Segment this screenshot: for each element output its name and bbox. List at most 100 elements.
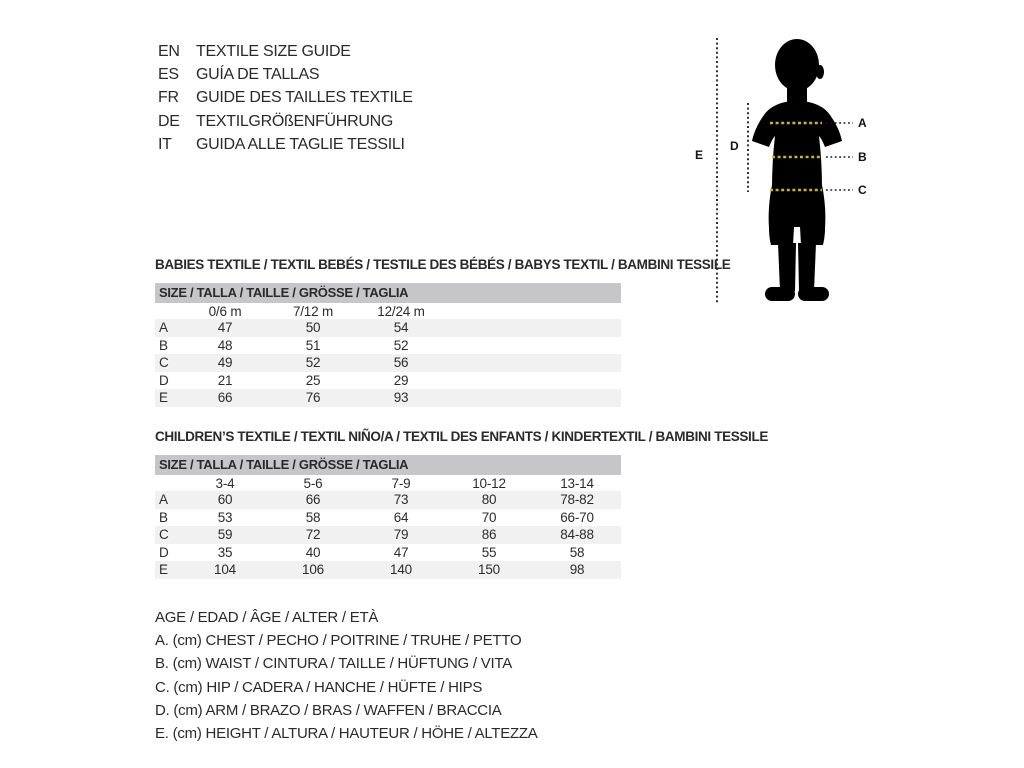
cell: 60 [217,492,233,508]
cell: 104 [214,562,236,578]
row-label: E [159,390,168,406]
row-label: D [159,372,169,388]
cell: 66 [305,492,321,508]
table-row: E 66 76 93 [155,389,621,407]
lang-title: TEXTILE SIZE GUIDE [196,43,351,60]
cell: 52 [305,355,321,371]
cell: 66-70 [560,509,594,525]
cell: 49 [217,355,233,371]
cell: 47 [393,544,409,560]
cell: 70 [481,509,497,525]
label-waist-b: B [858,150,867,164]
cell: 53 [217,509,233,525]
cell: 21 [217,372,233,388]
legend-age: AGE / EDAD / ÂGE / ALTER / ETÀ [155,609,379,626]
row-label: C [159,355,169,371]
lang-code: FR [158,89,179,107]
row-label: B [159,337,168,353]
cell: 56 [393,355,409,371]
column-header: 10-12 [472,475,506,491]
cell: 58 [305,509,321,525]
cell: 59 [217,527,233,543]
table-row: E 104 106 140 150 98 [155,561,621,579]
row-label: E [159,562,168,578]
legend-hip: C. (cm) HIP / CADERA / HANCHE / HÜFTE / … [155,678,483,696]
cell: 47 [217,320,233,336]
children-section-title: CHILDREN’S TEXTILE / TEXTIL NIÑO/A / TEX… [155,429,769,444]
cell: 29 [393,372,409,388]
lang-title: GUIDE DES TAILLES TEXTILE [196,89,413,107]
cell: 64 [393,509,409,525]
column-header: 3-4 [215,475,235,491]
cell: 140 [390,562,412,578]
child-silhouette-figure [716,38,853,303]
cell: 58 [569,544,585,560]
cell: 93 [393,390,409,406]
lang-code: DE [158,112,180,130]
cell: 80 [481,492,497,508]
cell: 66 [217,390,233,406]
lang-row-de: DE TEXTILGRÖßENFÜHRUNG [158,110,413,133]
row-label: B [159,509,168,525]
lang-title: TEXTILGRÖßENFÜHRUNG [196,112,393,130]
babies-section-title: BABIES TEXTILE / TEXTIL BEBÉS / TESTILE … [155,257,731,272]
cell: 48 [217,337,233,353]
cell: 50 [305,320,321,336]
lang-code: EN [158,43,180,60]
children-size-table: SIZE / TALLA / TAILLE / GRÖSSE / TAGLIA … [155,455,621,579]
column-header: 7/12 m [292,303,334,319]
table-row: A 60 66 73 80 78-82 [155,491,621,509]
child-silhouette [752,39,842,301]
table-row: D 35 40 47 55 58 [155,544,621,562]
cell: 78-82 [560,492,594,508]
cell: 86 [481,527,497,543]
measurement-diagram: A B C D E [680,25,910,317]
column-header: 13-14 [560,475,594,491]
table-row: D 21 25 29 [155,372,621,390]
label-chest-a: A [858,116,867,130]
children-table-header-bar: SIZE / TALLA / TAILLE / GRÖSSE / TAGLIA [155,455,621,475]
row-label: C [159,527,169,543]
table-row: A 47 50 54 [155,319,621,337]
table-row: C 59 72 79 86 84-88 [155,526,621,544]
legend-waist: B. (cm) WAIST / CINTURA / TAILLE / HÜFTU… [155,655,512,673]
row-label: A [159,320,168,336]
cell: 54 [393,320,409,336]
cell: 73 [393,492,409,508]
cell: 55 [481,544,497,560]
column-header: 7-9 [391,475,411,491]
column-header: 5-6 [303,475,323,491]
babies-size-table: SIZE / TALLA / TAILLE / GRÖSSE / TAGLIA … [155,283,621,407]
children-column-headers: 3-4 5-6 7-9 10-12 13-14 [155,475,621,491]
measurement-legend: AGE / EDAD / ÂGE / ALTER / ETÀ A. (cm) C… [155,606,538,745]
cell: 72 [305,527,321,543]
lang-row-es: ES GUÍA DE TALLAS [158,63,413,86]
legend-chest: A. (cm) CHEST / PECHO / POITRINE / TRUHE… [155,632,522,650]
row-label: A [159,492,168,508]
lang-title: GUÍA DE TALLAS [196,66,320,84]
cell: 106 [302,562,324,578]
cell: 52 [393,337,409,353]
cell: 51 [305,337,321,353]
table-row: B 48 51 52 [155,337,621,355]
cell: 76 [305,390,321,406]
legend-arm: D. (cm) ARM / BRAZO / BRAS / WAFFEN / BR… [155,701,502,719]
lang-row-it: IT GUIDA ALLE TAGLIE TESSILI [158,133,413,156]
lang-title: GUIDA ALLE TAGLIE TESSILI [196,135,405,153]
legend-height: E. (cm) HEIGHT / ALTURA / HAUTEUR / HÖHE… [155,725,538,743]
label-height-e: E [695,148,704,162]
label-arm-d: D [730,139,739,153]
lang-row-fr: FR GUIDE DES TAILLES TEXTILE [158,86,413,109]
cell: 98 [569,562,585,578]
column-header: 12/24 m [377,303,425,319]
cell: 40 [305,544,321,560]
label-hip-c: C [858,183,867,197]
row-label: D [159,544,169,560]
table-row: B 53 58 64 70 66-70 [155,509,621,527]
cell: 79 [393,527,409,543]
table-row: C 49 52 56 [155,354,621,372]
lang-code: IT [158,135,172,153]
cell: 25 [305,372,321,388]
babies-table-header-bar: SIZE / TALLA / TAILLE / GRÖSSE / TAGLIA [155,283,621,303]
lang-row-en: EN TEXTILE SIZE GUIDE [158,40,413,63]
